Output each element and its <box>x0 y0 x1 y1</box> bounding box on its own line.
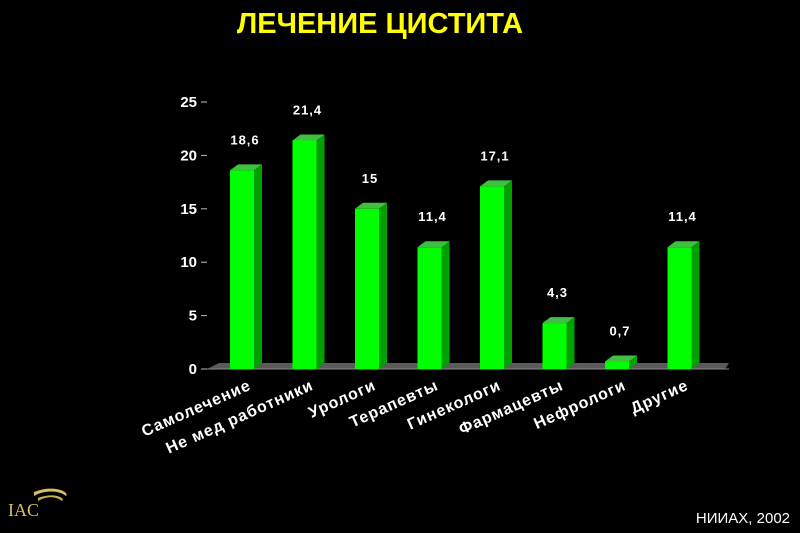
data-label: 15 <box>362 171 378 186</box>
y-tick-label: 10 <box>180 254 197 271</box>
data-label: 0,7 <box>609 324 630 339</box>
bar-top <box>355 202 387 209</box>
bar-side <box>316 134 325 369</box>
chart-floor <box>207 363 729 370</box>
bar <box>480 180 512 369</box>
bars <box>230 134 700 369</box>
bar-front <box>667 247 692 369</box>
bar-side <box>566 317 575 369</box>
bar-top <box>542 317 575 324</box>
source-note: НИИАХ, 2002 <box>695 510 790 527</box>
category-label: Фармацевты <box>456 377 566 438</box>
y-tick-label: 20 <box>180 147 197 164</box>
bar-top <box>230 164 262 171</box>
bar-top <box>417 241 450 248</box>
bar <box>417 241 450 369</box>
bar-front <box>542 323 567 369</box>
bar-top <box>605 355 637 362</box>
logo-text: IAC <box>8 500 39 520</box>
data-label: 18,6 <box>230 132 259 147</box>
bar-front <box>480 186 504 369</box>
bar-side <box>504 180 512 369</box>
bar <box>542 317 575 369</box>
y-tick-label: 5 <box>189 308 197 325</box>
y-axis: 0 5 10 15 20 25 <box>180 94 207 378</box>
bar-front <box>355 208 379 369</box>
y-tick-label: 25 <box>180 94 197 111</box>
bar-top <box>292 134 325 141</box>
bar-side <box>254 164 262 369</box>
bar <box>355 202 387 369</box>
data-label: 11,4 <box>668 209 697 224</box>
bar-top <box>480 180 512 187</box>
data-label: 4,3 <box>547 285 568 300</box>
data-label: 11,4 <box>418 209 447 224</box>
bar-side <box>379 202 387 369</box>
bar <box>292 134 325 369</box>
category-label: Другие <box>628 377 691 417</box>
bar-top <box>667 241 700 248</box>
bar <box>230 164 262 369</box>
bar <box>605 355 637 369</box>
bar-front <box>417 247 442 369</box>
bar-side <box>691 241 700 369</box>
bar-side <box>629 355 637 369</box>
bar-front <box>292 140 317 369</box>
bar-front <box>605 361 629 369</box>
data-label: 17,1 <box>480 148 509 163</box>
bar-side <box>441 241 450 369</box>
chart-title: ЛЕЧЕНИЕ ЦИСТИТА <box>236 8 524 40</box>
data-label: 21,4 <box>293 102 322 117</box>
floor-plane <box>207 363 729 369</box>
logo: IAC <box>4 486 74 531</box>
bar <box>667 241 700 369</box>
data-labels: 18,6 21,4 15 11,4 17,1 4,3 0,7 11,4 <box>230 102 697 339</box>
y-tick-label: 0 <box>189 361 197 378</box>
y-tick-label: 15 <box>180 201 197 218</box>
bar-front <box>230 170 254 369</box>
